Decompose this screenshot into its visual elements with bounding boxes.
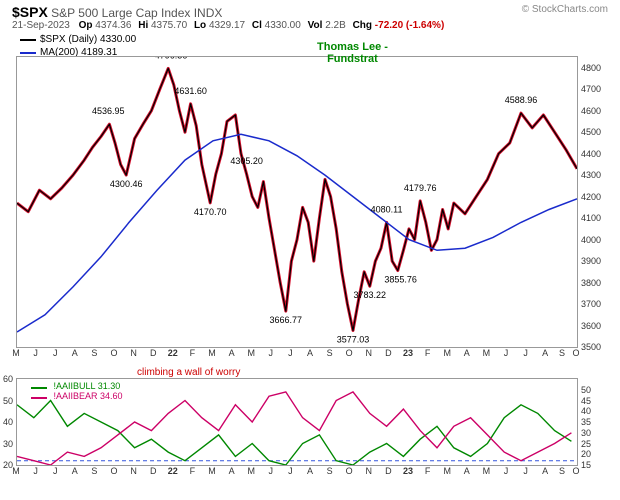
bull-label: !AAIIBULL 31.30 (54, 381, 121, 391)
svg-text:3577.03: 3577.03 (337, 334, 370, 344)
chg-val: -72.20 (-1.64%) (375, 20, 444, 31)
sentiment-subchart: 2030405060 1520253035404550 !AAIIBULL 31… (16, 378, 578, 466)
sub-legend: !AAIIBULL 31.30 !AAIIBEAR 34.60 (31, 381, 123, 401)
svg-text:3783.22: 3783.22 (354, 290, 387, 300)
lo-label: Lo (194, 20, 206, 31)
cl-label: Cl (252, 20, 262, 31)
op-label: Op (79, 20, 93, 31)
svg-text:4300.46: 4300.46 (110, 179, 143, 189)
vol-val: 2.2B (325, 20, 346, 31)
svg-text:4588.96: 4588.96 (505, 95, 538, 105)
chart-date: 21-Sep-2023 (12, 20, 70, 31)
ticker-symbol: $SPX (12, 4, 48, 20)
svg-text:4170.70: 4170.70 (194, 207, 227, 217)
chg-label: Chg (353, 20, 372, 31)
sub-legend-bull: !AAIIBULL 31.30 (31, 381, 123, 391)
sub-x-axis: MJJASOND22FMAMJJASOND23FMAMJJASO (16, 466, 576, 478)
sub-y-axis-right: 1520253035404550 (579, 379, 609, 465)
ohlc-row: Op 4374.36 Hi 4375.70 Lo 4329.17 Cl 4330… (79, 20, 449, 31)
overlay-text: Thomas Lee - Fundstrat (317, 41, 388, 65)
bear-label: !AAIIBEAR 34.60 (54, 391, 123, 401)
main-y-axis-right: 3500360037003800390040004100420043004400… (579, 57, 609, 347)
svg-text:4080.11: 4080.11 (371, 204, 403, 214)
chart-header: $SPX S&P 500 Large Cap Index INDX (12, 4, 608, 20)
vol-label: Vol (308, 20, 323, 31)
svg-text:3666.77: 3666.77 (270, 315, 303, 325)
svg-text:4796.56: 4796.56 (155, 57, 188, 60)
subheader: 21-Sep-2023 Op 4374.36 Hi 4375.70 Lo 432… (12, 20, 448, 31)
hi-val: 4375.70 (151, 20, 187, 31)
main-x-axis: MJJASOND22FMAMJJASOND23FMAMJJASO (16, 348, 576, 360)
svg-text:4305.20: 4305.20 (230, 156, 263, 166)
overlay-line1: Thomas Lee - (317, 41, 388, 53)
bear-swatch (31, 397, 47, 399)
lo-val: 4329.17 (209, 20, 245, 31)
main-chart-svg: 4796.56 4536.95 4631.60 4305.20 4300.46 4170.… (17, 57, 577, 347)
svg-text:3855.76: 3855.76 (384, 275, 417, 285)
legend-price-row: $SPX (Daily) 4330.00 (20, 34, 136, 46)
legend-price-label: $SPX (Daily) 4330.00 (40, 34, 136, 46)
wall-of-worry-text: climbing a wall of worry (137, 367, 240, 378)
svg-text:4179.76: 4179.76 (404, 183, 437, 193)
bull-swatch (31, 387, 47, 389)
ticker-description: S&P 500 Large Cap Index INDX (51, 6, 222, 20)
svg-text:4536.95: 4536.95 (92, 106, 125, 116)
cl-val: 4330.00 (265, 20, 301, 31)
legend-price-swatch (20, 39, 36, 41)
sub-legend-bear: !AAIIBEAR 34.60 (31, 391, 123, 401)
sub-y-axis-left: 2030405060 (0, 379, 15, 465)
overlay-line2: Fundstrat (327, 53, 378, 65)
legend-ma-swatch (20, 52, 36, 54)
watermark: © StockCharts.com (522, 4, 608, 15)
op-val: 4374.36 (95, 20, 131, 31)
main-price-chart: 4796.56 4536.95 4631.60 4305.20 4300.46 4170.… (16, 56, 578, 348)
svg-text:4631.60: 4631.60 (174, 86, 207, 96)
hi-label: Hi (138, 20, 148, 31)
